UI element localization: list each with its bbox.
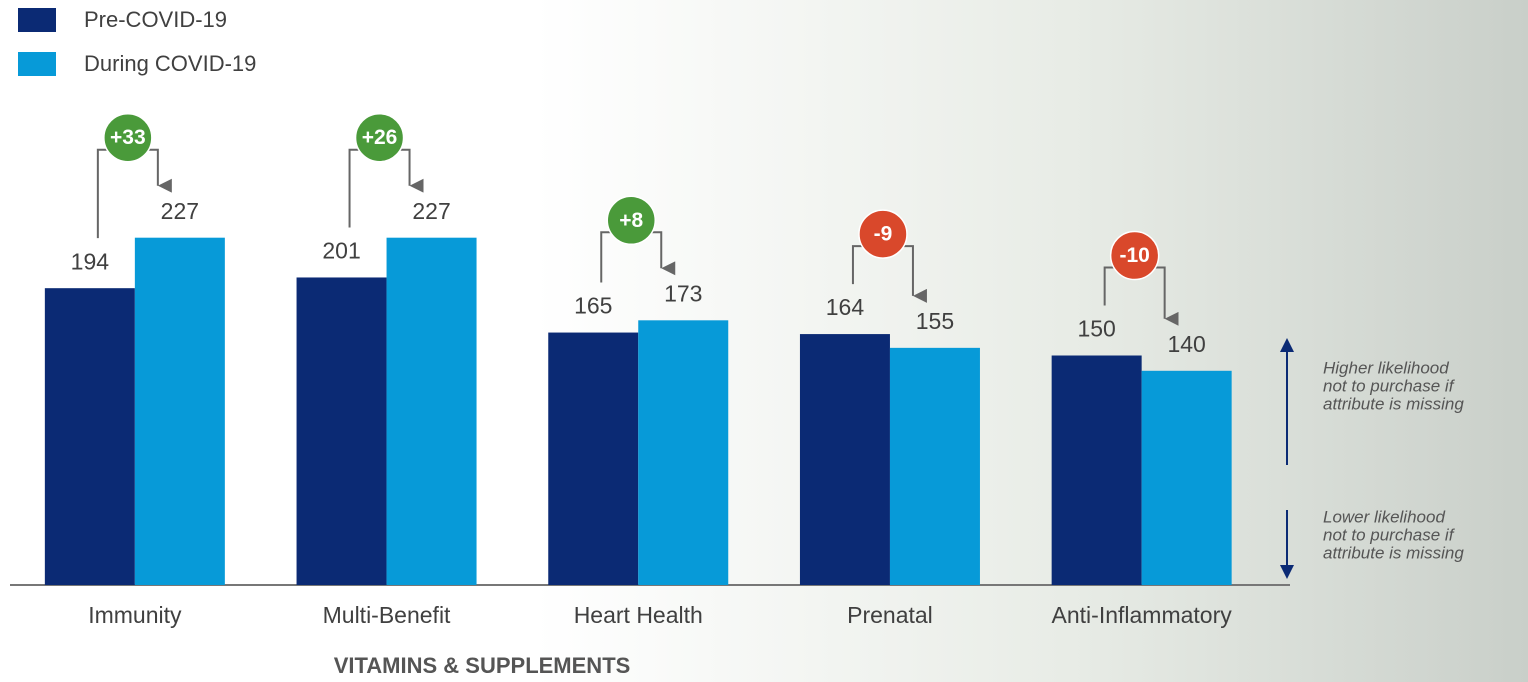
value-label: 164 xyxy=(826,294,865,320)
x-tick-label: Prenatal xyxy=(847,602,933,628)
change-label: +33 xyxy=(110,126,146,149)
legend-label: During COVID-19 xyxy=(84,51,256,76)
up-arrow-head xyxy=(1280,338,1294,352)
x-tick-label: Multi-Benefit xyxy=(323,602,451,628)
bar xyxy=(1141,370,1232,585)
down-arrow-head xyxy=(1280,565,1294,579)
annotation: Lower likelihood xyxy=(1323,507,1445,526)
annotation: attribute is missing xyxy=(1323,543,1464,562)
x-tick-label: Immunity xyxy=(88,602,182,628)
value-label: 194 xyxy=(71,248,110,274)
legend-swatch xyxy=(18,52,56,76)
annotation: not to purchase if xyxy=(1323,376,1456,395)
bar xyxy=(638,320,729,585)
change-badge xyxy=(354,112,405,163)
annotation: not to purchase if xyxy=(1323,525,1456,544)
change-label: -9 xyxy=(874,223,893,246)
change-badge xyxy=(103,112,153,163)
bar xyxy=(134,237,225,585)
legend-swatch xyxy=(18,8,56,32)
annotation: attribute is missing xyxy=(1323,394,1464,413)
bar xyxy=(44,288,135,585)
bar xyxy=(548,332,639,585)
bar xyxy=(799,334,890,585)
change-badge xyxy=(858,209,908,259)
value-label: 155 xyxy=(916,308,954,334)
value-label: 201 xyxy=(322,238,360,264)
change-label: +8 xyxy=(619,209,643,232)
bar xyxy=(889,347,980,585)
annotation: Higher likelihood xyxy=(1323,358,1449,377)
change-badge xyxy=(1109,230,1160,281)
bar xyxy=(1051,355,1142,585)
value-label: 227 xyxy=(161,198,199,224)
x-tick-label: Anti-Inflammatory xyxy=(1052,602,1233,628)
value-label: 150 xyxy=(1077,316,1115,342)
change-badge xyxy=(606,195,656,246)
legend-label: Pre-COVID-19 xyxy=(84,7,227,32)
x-axis-title: VITAMINS & SUPPLEMENTS xyxy=(334,653,631,678)
value-label: 165 xyxy=(574,293,612,319)
x-tick-label: Heart Health xyxy=(574,602,703,628)
value-label: 140 xyxy=(1167,331,1205,357)
change-label: +26 xyxy=(362,126,398,149)
value-label: 227 xyxy=(412,198,450,224)
change-label: -10 xyxy=(1119,244,1149,267)
bar xyxy=(386,237,477,585)
value-label: 173 xyxy=(664,280,702,306)
bar xyxy=(296,277,387,585)
